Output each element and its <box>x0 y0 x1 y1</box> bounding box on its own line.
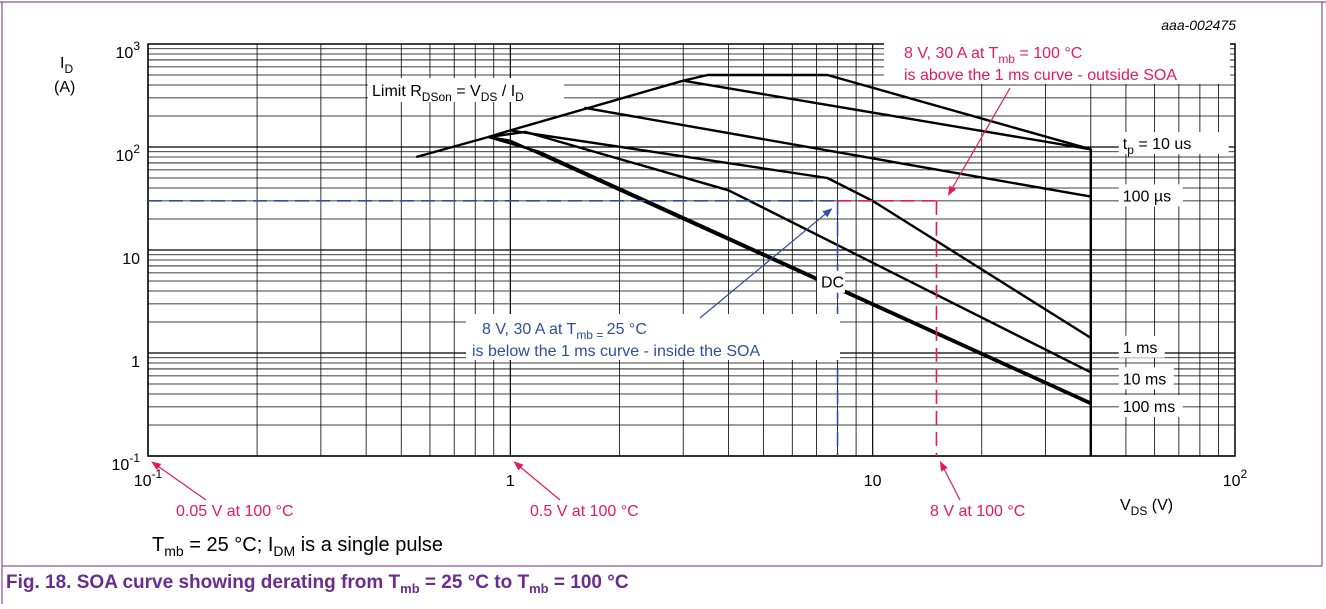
limit-label-bg <box>368 78 564 102</box>
red-bottom-annotation: 0.05 V at 100 °C <box>176 503 294 520</box>
red-bottom-arrow <box>939 461 961 501</box>
red-annotation-bg <box>884 38 1230 84</box>
red-annotation-line2: is above the 1 ms curve - outside SOA <box>904 67 1177 84</box>
y-tick-label: 102 <box>116 142 141 165</box>
red-annotation-line1: 8 V, 30 A at Tmb = 100 °C <box>904 45 1082 66</box>
x-axis-label: VDS (V) <box>1120 497 1173 518</box>
y-tick-label: 10-1 <box>112 451 141 474</box>
curve-10-us <box>683 79 1091 151</box>
y-tick-label: 1 <box>131 354 140 371</box>
curve-100-ms <box>488 135 1092 404</box>
curve-1-ms <box>510 129 1092 339</box>
red-bottom-arrow <box>151 461 207 501</box>
curve-label-bg <box>1118 184 1183 207</box>
x-tick-label: 1 <box>506 473 515 490</box>
curve-label-bg <box>1118 367 1174 390</box>
figure-caption: Fig. 18. SOA curve showing derating from… <box>6 572 629 596</box>
blue-annotation-bg <box>466 314 840 360</box>
y-tick-label: 10 <box>122 251 140 268</box>
curve-label: 100 ms <box>1123 399 1175 416</box>
red-bottom-annotation: 8 V at 100 °C <box>930 503 1025 520</box>
curve-label-bg <box>1118 335 1165 358</box>
x-tick-label: 10 <box>864 473 882 490</box>
plot-border <box>147 43 1236 457</box>
curves <box>415 73 1093 456</box>
y-tick-label: 103 <box>116 39 141 62</box>
y-axis-label: ID <box>60 55 73 76</box>
curve-label-bg <box>1118 394 1183 417</box>
x-tick-label: 102 <box>1223 467 1248 490</box>
blue-annotation-arrow <box>699 208 833 319</box>
curve-100-us <box>584 106 1092 198</box>
curve-dc <box>488 135 1092 406</box>
limit-rdson-label: Limit RDSon = VDS / ID <box>372 83 524 104</box>
conditions-note: Tmb = 25 °C; IDM is a single pulse <box>152 534 444 559</box>
blue-annotation-line2: is below the 1 ms curve - inside the SOA <box>472 343 760 360</box>
reference-lines <box>148 200 938 456</box>
curve-label: 100 µs <box>1123 188 1171 205</box>
curve-label-bg <box>1118 132 1229 154</box>
curve-label: 1 ms <box>1123 340 1158 357</box>
curve-label: 10 ms <box>1123 371 1167 388</box>
red-annotation-arrow <box>947 87 1011 196</box>
curve-label: DC <box>821 275 844 292</box>
curve-10-ms <box>488 130 1092 374</box>
red-bottom-annotation: 0.5 V at 100 °C <box>530 503 639 520</box>
blue-annotation-line1: 8 V, 30 A at Tmb = 25 °C <box>482 321 647 342</box>
x-tick-label: 10-1 <box>134 467 163 490</box>
y-axis-unit: (A) <box>54 79 75 96</box>
curve-label-bg <box>816 270 845 293</box>
figure-id: aaa-002475 <box>1161 17 1236 33</box>
curve-label: tp = 10 us <box>1123 136 1192 157</box>
red-bottom-arrow <box>513 461 561 501</box>
chart-texts: 10-1 1 10 102 10-1 1 10 102 103 ID (A) VDS (V) aaa-0… <box>54 17 1248 520</box>
